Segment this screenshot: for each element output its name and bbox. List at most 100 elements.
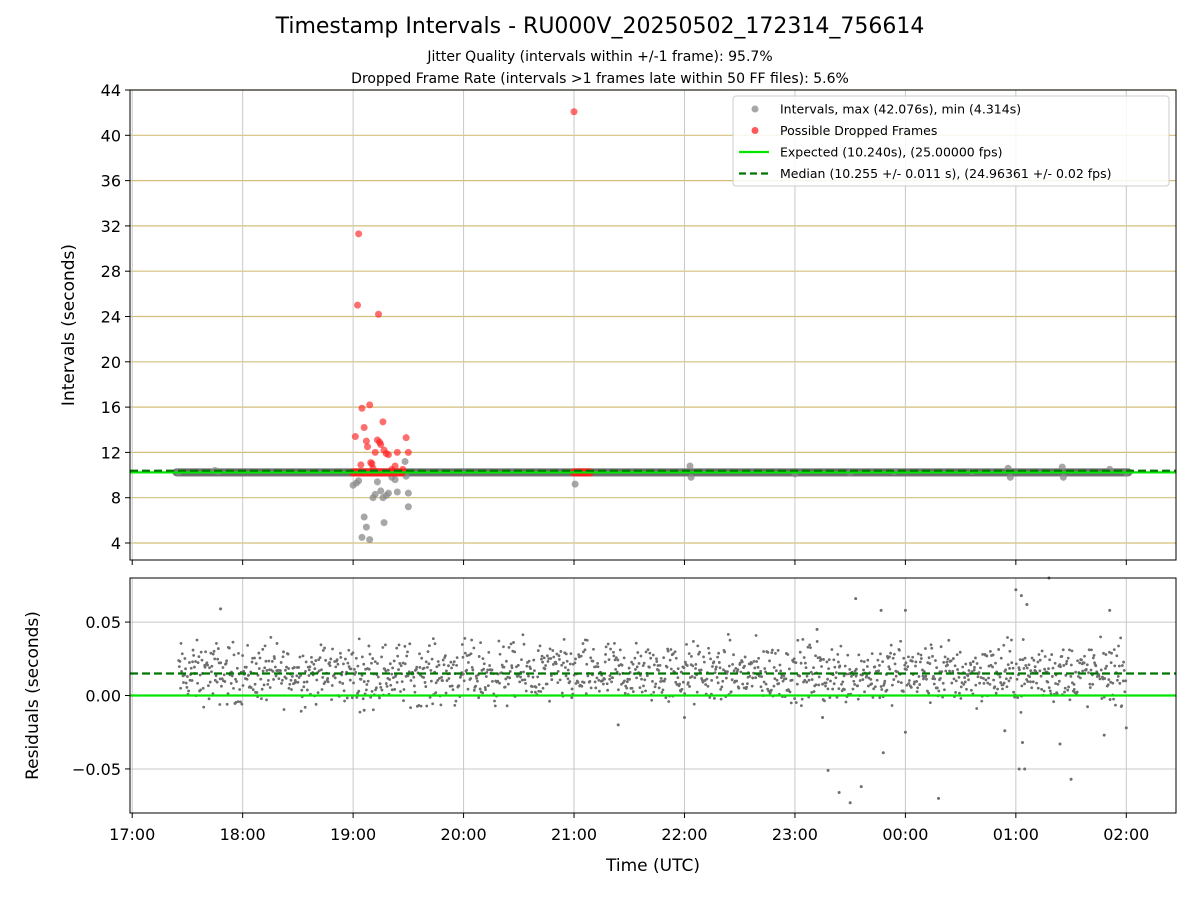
residual-point — [289, 678, 293, 682]
residual-point — [556, 681, 560, 685]
residual-point — [584, 692, 588, 696]
interval-point — [377, 487, 385, 495]
residual-point — [328, 661, 332, 664]
residual-point — [843, 688, 846, 691]
residual-point — [1046, 680, 1050, 684]
residual-point — [1108, 650, 1111, 654]
residual-point — [1051, 675, 1054, 678]
jitter-quality-subtitle: Jitter Quality (intervals within +/-1 fr… — [427, 49, 773, 65]
residual-point — [916, 652, 920, 656]
residual-point — [671, 652, 675, 656]
residual-point — [1064, 673, 1068, 677]
residual-point — [235, 680, 238, 683]
residual-point — [569, 652, 573, 656]
residual-point — [973, 666, 976, 669]
residual-point — [574, 657, 577, 661]
residual-point — [274, 674, 278, 678]
residual-point — [312, 662, 316, 666]
dropped-frame-point — [363, 443, 371, 451]
residual-point — [1102, 651, 1105, 655]
residual-point — [893, 662, 897, 666]
residual-point — [350, 696, 354, 700]
dropped-frame-point — [351, 433, 359, 441]
residual-point — [250, 660, 254, 664]
dropped-frame-point — [384, 451, 392, 459]
residual-point — [285, 665, 288, 669]
residual-point — [488, 664, 492, 667]
residual-point — [894, 674, 898, 678]
residuals-x-axis-label: Time (UTC) — [605, 856, 700, 876]
residual-point — [960, 681, 964, 685]
residuals-reference-lines — [130, 672, 1176, 697]
residual-point — [182, 681, 185, 684]
residual-point — [275, 642, 279, 645]
residual-point — [466, 687, 470, 691]
residual-point — [414, 667, 418, 671]
residual-point — [770, 651, 774, 655]
residual-point — [206, 684, 210, 688]
residual-point — [870, 682, 874, 686]
residual-point — [560, 663, 564, 667]
residual-point — [261, 669, 265, 673]
residual-point — [871, 696, 875, 699]
residual-point — [237, 651, 240, 655]
residual-point — [760, 689, 764, 693]
residual-point — [202, 705, 206, 709]
residual-point — [656, 664, 660, 667]
residual-point — [1047, 667, 1050, 671]
residual-point — [551, 649, 555, 652]
residual-point — [774, 652, 777, 655]
residual-point — [638, 686, 642, 690]
residual-point — [778, 663, 782, 667]
residual-point — [552, 655, 556, 659]
residual-point — [297, 676, 301, 679]
residual-point — [568, 662, 572, 666]
residual-point — [681, 680, 685, 684]
residual-point — [357, 689, 361, 693]
residual-point — [915, 679, 919, 683]
residual-point — [981, 652, 985, 656]
residual-point — [952, 677, 956, 681]
residual-point — [582, 681, 586, 684]
residual-point — [214, 674, 218, 678]
residual-point — [692, 702, 696, 706]
residual-point — [1036, 686, 1040, 690]
residual-point — [220, 684, 223, 688]
residual-point — [392, 659, 396, 663]
residual-point — [304, 660, 308, 664]
residual-point — [652, 663, 656, 667]
residual-point — [1123, 690, 1127, 694]
residual-point — [523, 678, 527, 682]
residual-point — [591, 659, 595, 663]
residual-point — [850, 674, 853, 678]
residual-point — [390, 688, 394, 692]
residual-point — [640, 677, 643, 681]
residual-point — [247, 673, 251, 677]
residual-point — [971, 660, 975, 663]
residual-point — [643, 678, 647, 682]
residual-point — [210, 664, 214, 668]
residual-point — [388, 678, 392, 681]
residual-point — [435, 665, 439, 669]
residual-point — [611, 676, 615, 680]
residual-point — [943, 688, 946, 692]
residual-point — [955, 653, 959, 657]
residual-point — [184, 667, 187, 671]
residual-point — [713, 671, 717, 675]
residual-point — [644, 689, 647, 693]
residual-point — [505, 704, 509, 708]
residual-point — [1104, 667, 1107, 670]
residual-point — [917, 675, 921, 678]
residual-point — [844, 700, 848, 704]
residual-point — [339, 651, 342, 655]
residual-point — [947, 638, 951, 642]
residual-point — [603, 660, 607, 664]
residual-point — [709, 657, 712, 661]
residual-point — [716, 655, 720, 659]
residual-point — [1025, 666, 1029, 670]
residual-point — [271, 670, 275, 673]
residual-point — [984, 678, 988, 682]
residual-point — [210, 670, 213, 674]
residual-point — [585, 662, 589, 666]
residual-point — [753, 666, 757, 670]
